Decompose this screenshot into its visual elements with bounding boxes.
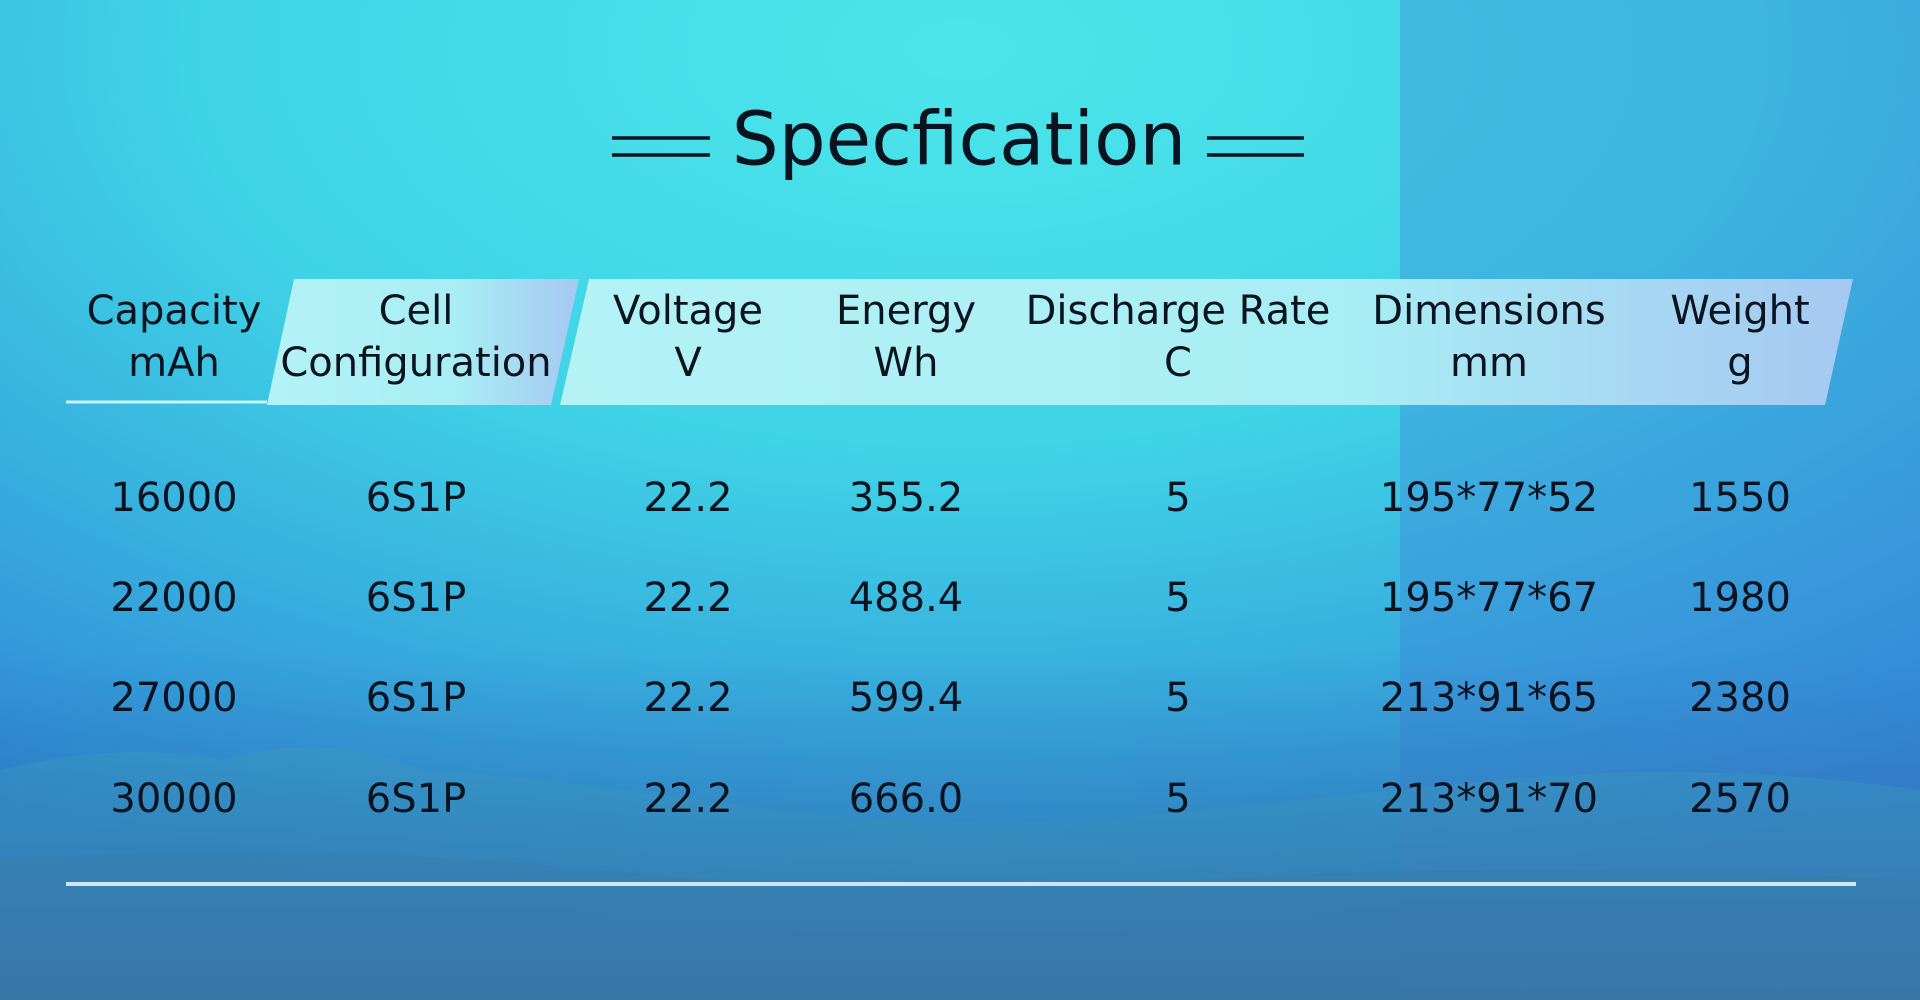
table-cell: 22.2 — [643, 776, 732, 822]
table-cell: 6S1P — [366, 776, 466, 822]
table-cell: 1980 — [1689, 575, 1791, 621]
title: Specfication — [732, 97, 1187, 183]
table-cell: 5 — [1165, 475, 1190, 521]
column-header: C — [1164, 340, 1192, 386]
column-header: Wh — [874, 340, 939, 386]
table-cell: 5 — [1165, 575, 1190, 621]
table-cell: 2570 — [1689, 776, 1791, 822]
column-header: Capacity — [87, 288, 262, 334]
table-cell: 488.4 — [849, 575, 964, 621]
table-cell: 30000 — [110, 776, 237, 822]
table-cell: 22.2 — [643, 475, 732, 521]
table-cell: 213*91*65 — [1380, 675, 1598, 721]
column-header: mAh — [128, 340, 220, 386]
column-header: Weight — [1670, 288, 1809, 334]
table-cell: 22.2 — [643, 675, 732, 721]
column-header: mm — [1450, 340, 1528, 386]
table-cell: 355.2 — [849, 475, 964, 521]
header-band — [560, 279, 1853, 405]
column-header: Energy — [836, 288, 976, 334]
table-cell: 213*91*70 — [1380, 776, 1598, 822]
table-cell: 195*77*52 — [1380, 475, 1598, 521]
table-cell: 6S1P — [366, 475, 466, 521]
table-cell: 666.0 — [849, 776, 964, 822]
table-cell: 22.2 — [643, 575, 732, 621]
column-header: V — [674, 340, 702, 386]
table-cell: 5 — [1165, 675, 1190, 721]
column-header: Configuration — [280, 340, 551, 386]
column-header: Cell — [379, 288, 454, 334]
table-cell: 2380 — [1689, 675, 1791, 721]
bottom-shade — [0, 650, 1920, 1000]
table-cell: 27000 — [110, 675, 237, 721]
table-cell: 6S1P — [366, 675, 466, 721]
header-band — [267, 279, 579, 405]
column-header: Dimensions — [1372, 288, 1605, 334]
table: Capacity mAh Cell Configuration Voltage V Ener… — [87, 288, 1810, 822]
table-cell: 599.4 — [849, 675, 964, 721]
column-header: g — [1727, 340, 1752, 386]
table-cell: 195*77*67 — [1380, 575, 1598, 621]
column-header: Discharge Rate — [1026, 288, 1331, 334]
table-cell: 16000 — [110, 475, 237, 521]
title-decoration — [612, 136, 1304, 157]
table-cell: 5 — [1165, 776, 1190, 822]
table-cell: 22000 — [110, 575, 237, 621]
column-header: Voltage — [613, 288, 763, 334]
table-cell: 6S1P — [366, 575, 466, 621]
table-cell: 1550 — [1689, 475, 1791, 521]
